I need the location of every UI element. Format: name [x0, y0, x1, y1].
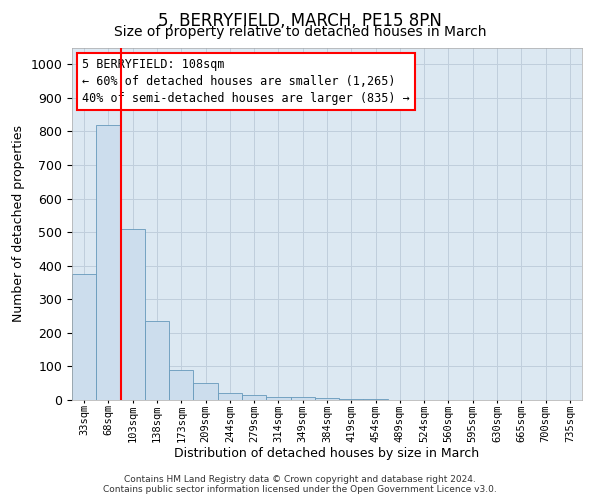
- Bar: [72, 274, 96, 400]
- Bar: [339, 399, 364, 400]
- Bar: [315, 398, 339, 400]
- Text: Size of property relative to detached houses in March: Size of property relative to detached ho…: [114, 25, 486, 39]
- Text: 5 BERRYFIELD: 108sqm
← 60% of detached houses are smaller (1,265)
40% of semi-de: 5 BERRYFIELD: 108sqm ← 60% of detached h…: [82, 58, 410, 105]
- Bar: [169, 370, 193, 400]
- Bar: [290, 398, 315, 400]
- Text: 5, BERRYFIELD, MARCH, PE15 8PN: 5, BERRYFIELD, MARCH, PE15 8PN: [158, 12, 442, 30]
- Bar: [218, 394, 242, 400]
- Text: Contains HM Land Registry data © Crown copyright and database right 2024.
Contai: Contains HM Land Registry data © Crown c…: [103, 474, 497, 494]
- Bar: [145, 321, 169, 400]
- Bar: [96, 124, 121, 400]
- X-axis label: Distribution of detached houses by size in March: Distribution of detached houses by size …: [175, 447, 479, 460]
- Bar: [266, 396, 290, 400]
- Bar: [121, 229, 145, 400]
- Bar: [242, 395, 266, 400]
- Bar: [193, 383, 218, 400]
- Y-axis label: Number of detached properties: Number of detached properties: [12, 125, 25, 322]
